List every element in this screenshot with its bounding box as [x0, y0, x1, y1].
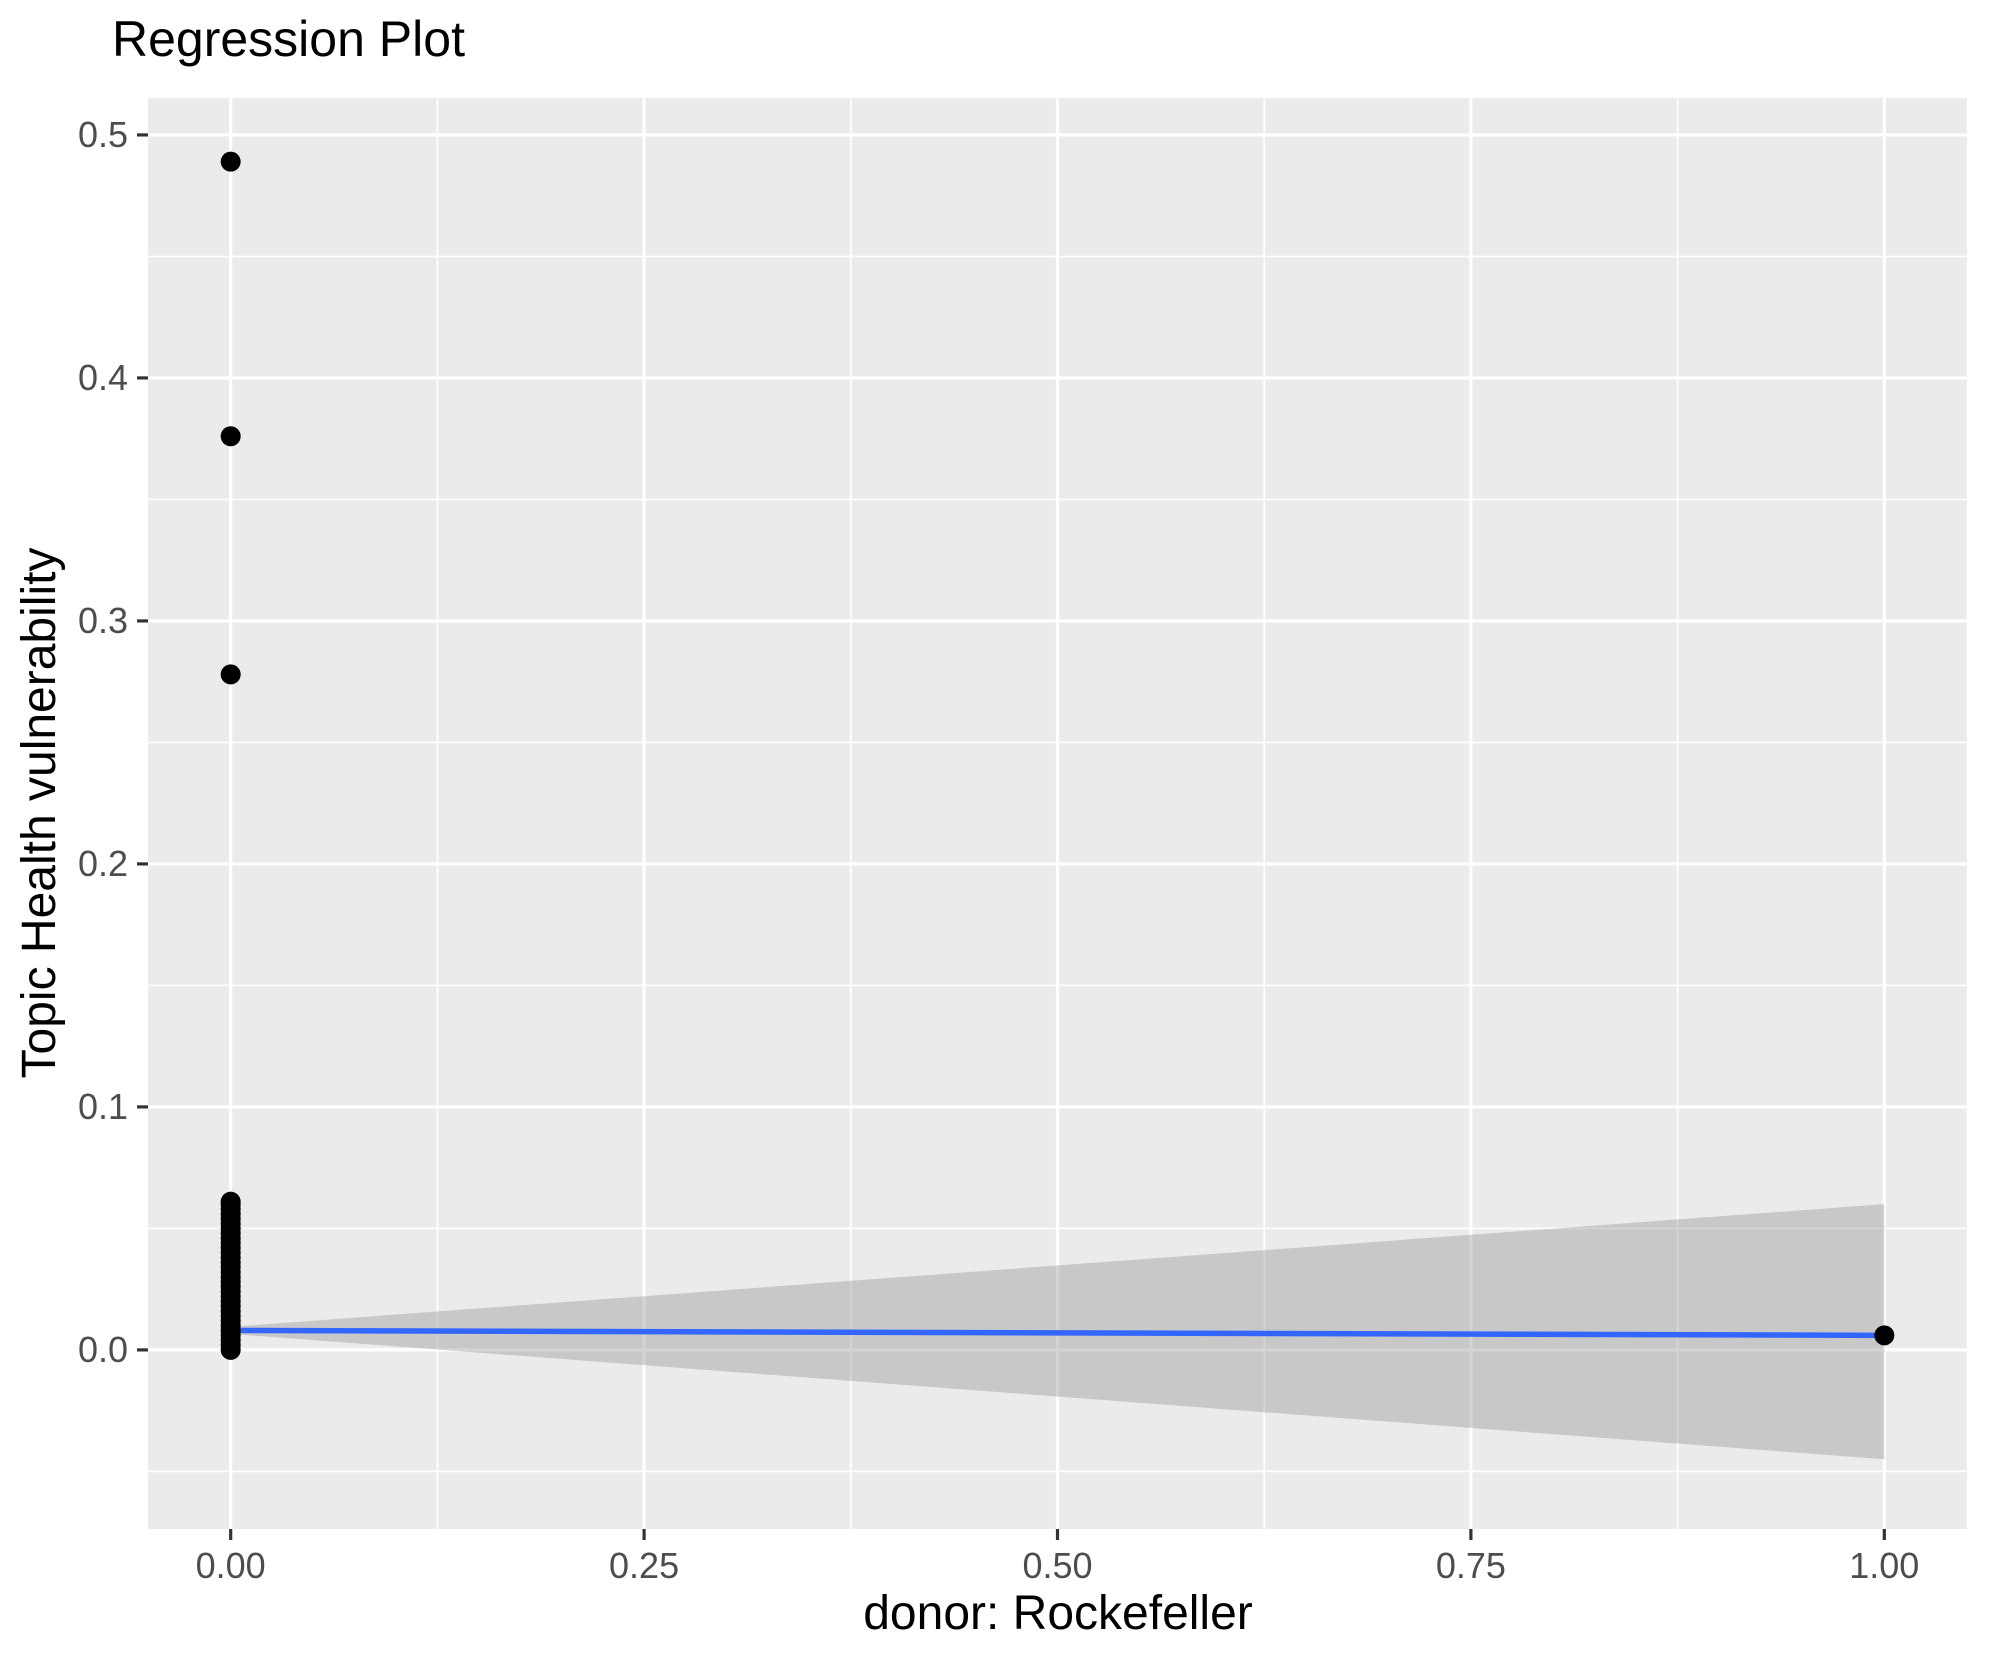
x-axis-title: donor: Rockefeller — [863, 1587, 1253, 1640]
y-tick-label: 0.3 — [77, 599, 128, 641]
y-tick-label: 0.5 — [77, 113, 128, 155]
regression-line — [227, 1327, 1888, 1339]
y-tick-label: 0.2 — [77, 842, 128, 884]
data-point — [220, 664, 241, 685]
y-tick-label: 0.1 — [77, 1085, 128, 1127]
x-tick-label: 0.50 — [1022, 1545, 1093, 1586]
x-tick-label: 0.00 — [195, 1545, 266, 1586]
plot-title: Regression Plot — [112, 11, 465, 67]
y-axis-title: Topic Health vulnerability — [13, 547, 66, 1079]
data-point — [220, 426, 241, 447]
data-point — [1874, 1325, 1895, 1346]
x-tick-label: 1.00 — [1849, 1545, 1920, 1586]
data-point — [220, 1191, 241, 1212]
x-tick-label: 0.25 — [609, 1545, 680, 1586]
x-tick-label: 0.75 — [1435, 1545, 1506, 1586]
y-tick-label: 0.0 — [77, 1328, 128, 1370]
y-tick-label: 0.4 — [77, 356, 128, 398]
data-point — [220, 151, 241, 172]
